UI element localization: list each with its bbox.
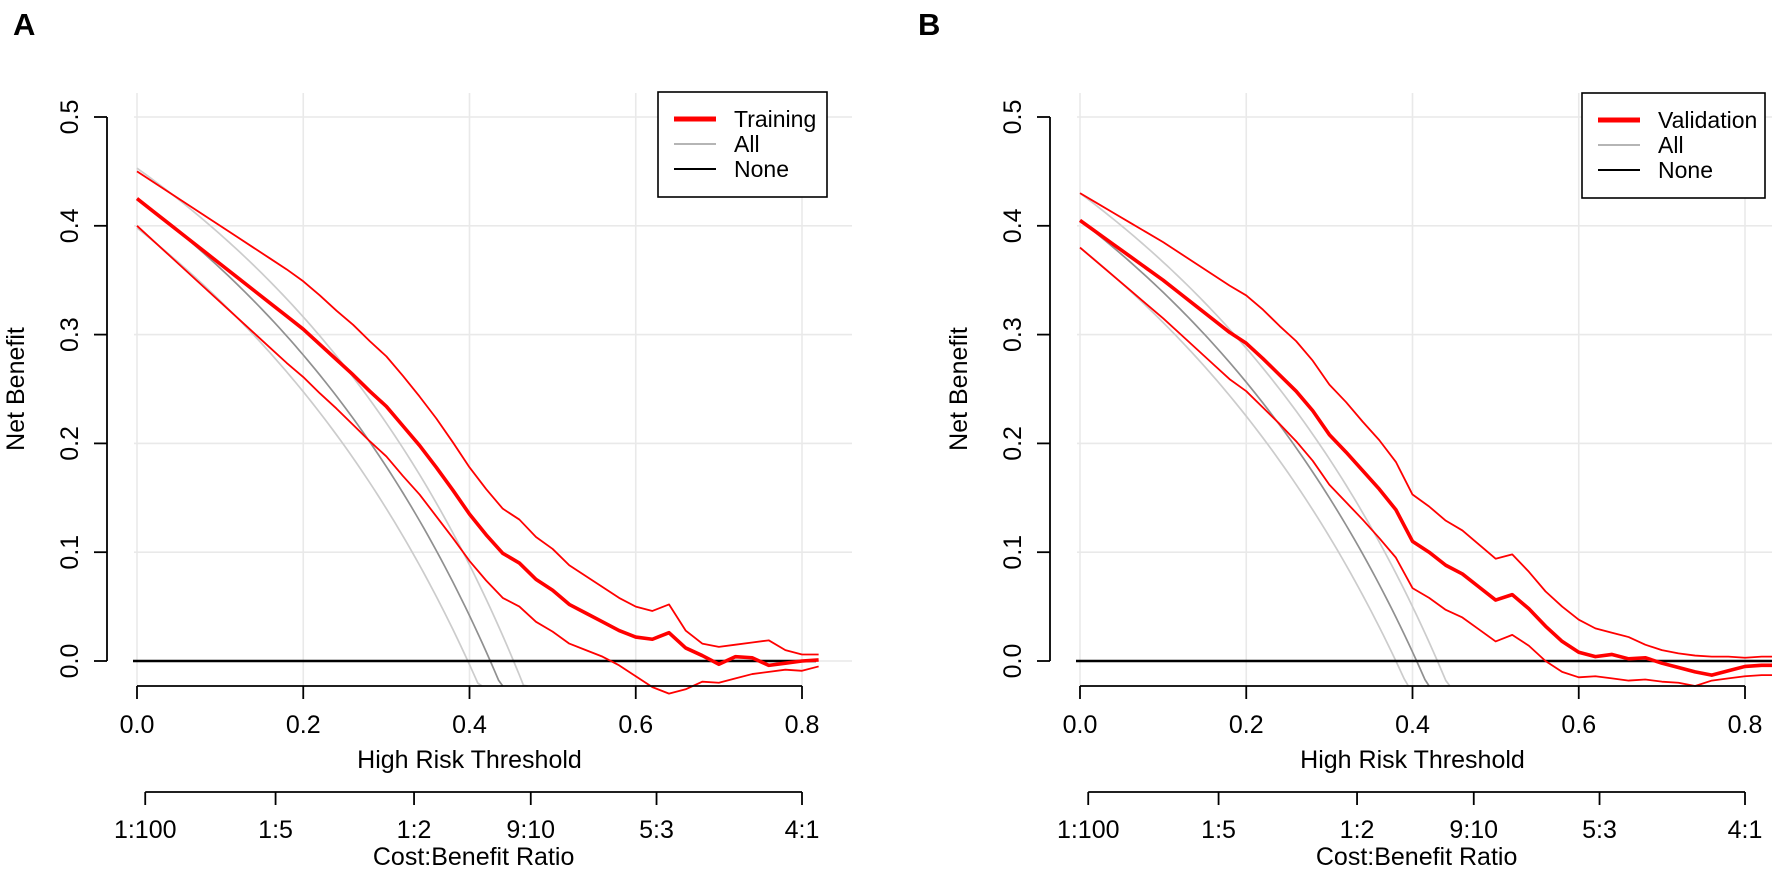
- y-tick-label: 0.3: [999, 317, 1027, 352]
- y-tick-label: 0.5: [999, 100, 1027, 135]
- training-lower-ci-curve: [136, 225, 819, 695]
- training-curve: [135, 197, 819, 668]
- x-tick-label: 0.4: [452, 711, 487, 739]
- cost-benefit-tick-label: 1:5: [1201, 816, 1236, 844]
- x-axis: 0.0 0.2 0.4 0.6 0.8 High Risk Threshold: [120, 685, 820, 774]
- x-tick-label: 0.2: [286, 711, 321, 739]
- validation-lower-ci-curve: [1079, 246, 1772, 687]
- y-tick-label: 0.1: [999, 535, 1027, 570]
- cost-benefit-axis-title: Cost:Benefit Ratio: [1316, 843, 1518, 869]
- legend-label-none: None: [1658, 157, 1713, 183]
- panel-letter: A: [13, 7, 35, 42]
- x-tick-label: 0.2: [1229, 711, 1264, 739]
- legend-label-all: All: [734, 131, 760, 157]
- x-axis-title: High Risk Threshold: [357, 746, 582, 774]
- treat-all-lower-ci-line: [136, 227, 483, 687]
- cost-benefit-axis: 1:100 1:5 1:2 9:10 5:3 4:1 Cost:Benefit Ratio: [1057, 791, 1763, 869]
- cost-benefit-tick-label: 1:100: [114, 816, 177, 844]
- y-tick-label: 0.1: [56, 535, 84, 570]
- y-tick-label: 0.0: [56, 644, 84, 679]
- x-tick-label: 0.6: [618, 711, 653, 739]
- x-tick-label: 0.0: [120, 711, 155, 739]
- cost-benefit-tick-label: 5:3: [1582, 816, 1617, 844]
- cost-benefit-tick-label: 4:1: [1728, 816, 1763, 844]
- y-tick-label: 0.2: [999, 426, 1027, 461]
- cost-benefit-tick-label: 1:2: [1340, 816, 1375, 844]
- x-tick-label: 0.0: [1063, 711, 1098, 739]
- legend-label-none: None: [734, 156, 789, 182]
- y-axis: 0.0 0.1 0.2 0.3 0.4 0.5 Net Benefit: [945, 100, 1051, 679]
- treat-all-upper-ci-line: [1079, 192, 1451, 687]
- cost-benefit-tick-label: 4:1: [785, 816, 820, 844]
- y-axis-title: Net Benefit: [2, 327, 30, 451]
- x-tick-label: 0.8: [785, 711, 820, 739]
- validation-upper-ci-curve: [1079, 192, 1772, 659]
- y-tick-label: 0.2: [56, 426, 84, 461]
- x-tick-label: 0.4: [1395, 711, 1430, 739]
- legend-label-training: Training: [734, 106, 816, 132]
- cost-benefit-tick-label: 9:10: [1449, 816, 1498, 844]
- y-tick-label: 0.4: [999, 208, 1027, 243]
- y-tick-label: 0.4: [56, 208, 84, 243]
- y-tick-label: 0.3: [56, 317, 84, 352]
- training-upper-ci-curve: [136, 170, 819, 656]
- y-tick-label: 0.5: [56, 100, 84, 135]
- cost-benefit-tick-label: 1:100: [1057, 816, 1120, 844]
- legend-label-validation: Validation: [1658, 107, 1757, 133]
- cost-benefit-tick-label: 5:3: [639, 816, 674, 844]
- treat-all-line: [136, 197, 504, 687]
- x-axis: 0.0 0.2 0.4 0.6 0.8 High Risk Threshold: [1063, 685, 1763, 774]
- x-tick-label: 0.6: [1561, 711, 1596, 739]
- y-tick-label: 0.0: [999, 644, 1027, 679]
- panel-b: 0.0 0.1 0.2 0.3 0.4 0.5 Net Benefit 0.0 0.2 0.4 0.…: [886, 0, 1772, 869]
- x-tick-label: 0.8: [1728, 711, 1763, 739]
- validation-curve: [1078, 218, 1772, 677]
- cost-benefit-tick-label: 1:5: [258, 816, 293, 844]
- cost-benefit-tick-label: 9:10: [506, 816, 555, 844]
- cost-benefit-axis: 1:100 1:5 1:2 9:10 5:3 4:1 Cost:Benefit Ratio: [114, 791, 820, 869]
- panel-letter: B: [918, 7, 940, 42]
- cost-benefit-axis-title: Cost:Benefit Ratio: [373, 843, 575, 869]
- y-axis: 0.0 0.1 0.2 0.3 0.4 0.5 Net Benefit: [2, 100, 108, 679]
- x-axis-title: High Risk Threshold: [1300, 746, 1525, 774]
- panel-a: 0.0 0.1 0.2 0.3 0.4 0.5 Net Benefit 0.0 0.2 0.4 0.…: [2, 7, 852, 869]
- y-axis-title: Net Benefit: [945, 327, 973, 451]
- cost-benefit-tick-label: 1:2: [397, 816, 432, 844]
- treat-all-line: [1079, 219, 1430, 687]
- legend-label-all: All: [1658, 132, 1684, 158]
